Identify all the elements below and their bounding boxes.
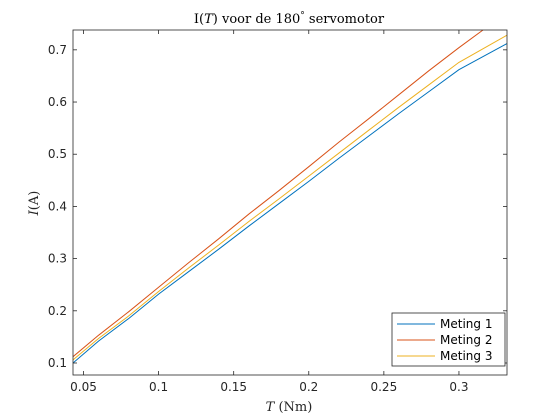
- y-tick-label: 0.1: [48, 356, 67, 370]
- title-var: T: [204, 12, 214, 27]
- legend-entry-meting-2: Meting 2: [397, 333, 492, 347]
- x-tick-label: 0.05: [70, 380, 97, 394]
- legend-entry-meting-1: Meting 1: [397, 317, 492, 331]
- y-axis-label-unit: (A): [27, 191, 42, 211]
- y-tick-label: 0.7: [48, 43, 67, 57]
- y-tick-label: 0.2: [48, 304, 67, 318]
- x-tick-label: 0.15: [220, 380, 247, 394]
- x-axis-label-unit: (Nm): [274, 400, 312, 415]
- x-tick-label: 0.3: [449, 380, 468, 394]
- x-axis-label-var: T: [266, 400, 276, 415]
- chart-title: I(T) voor de 180° servomotor: [194, 11, 385, 27]
- legend-label-meting-2: Meting 2: [440, 333, 492, 347]
- series-line-meting-1: [73, 43, 507, 364]
- title-mid: ) voor de 180: [213, 12, 301, 27]
- plot-box: [72, 29, 508, 376]
- y-axis-label-var: I: [27, 209, 42, 216]
- legend-entry-meting-3: Meting 3: [397, 349, 492, 363]
- y-tick-label: 0.3: [48, 252, 67, 266]
- series-group: [73, 30, 507, 364]
- legend-label-meting-1: Meting 1: [440, 317, 492, 331]
- title-pre: I(: [194, 12, 204, 27]
- y-tick-label: 0.5: [48, 147, 67, 161]
- series-line-meting-3: [73, 34, 507, 361]
- legend: Meting 1 Meting 2 Meting 3: [391, 312, 506, 367]
- series-line-meting-2: [73, 30, 484, 358]
- x-tick-label: 0.25: [370, 380, 397, 394]
- x-axis-label: T (Nm): [266, 400, 313, 415]
- y-tick-label: 0.4: [48, 199, 67, 213]
- y-tick-label: 0.6: [48, 95, 67, 109]
- x-tick-label: 0.1: [149, 380, 168, 394]
- legend-label-meting-3: Meting 3: [440, 349, 492, 363]
- ticks-group: 0.05 0.1 0.15 0.2 0.25 0.30.10.20.30.40.50.60…: [48, 30, 507, 394]
- title-degree: °: [300, 11, 305, 21]
- x-tick-label: 0.2: [299, 380, 318, 394]
- y-axis-label: I(A): [27, 191, 42, 217]
- title-post: servomotor: [305, 12, 385, 27]
